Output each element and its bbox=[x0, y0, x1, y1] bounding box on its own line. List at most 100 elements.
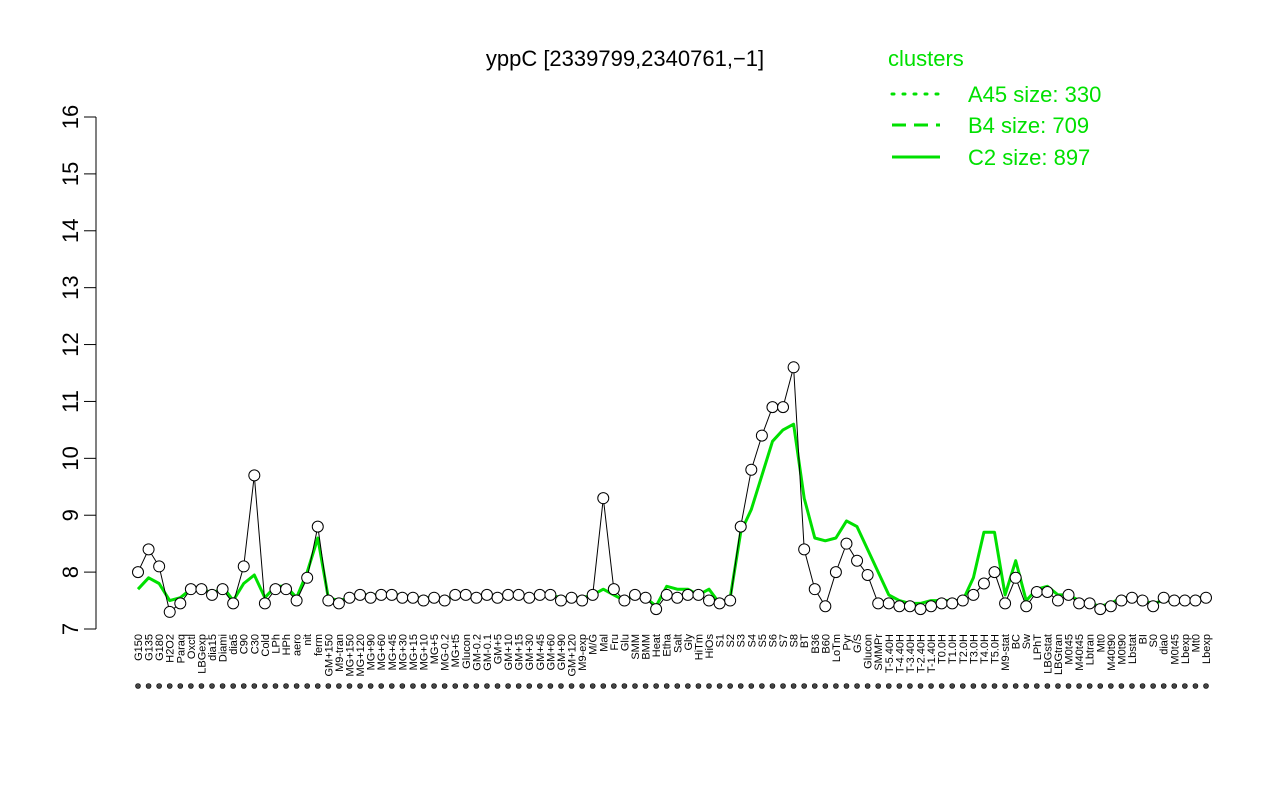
x-rug-mark bbox=[1203, 683, 1209, 689]
x-rug-mark bbox=[420, 683, 427, 689]
x-rug-mark bbox=[864, 683, 871, 689]
data-point bbox=[1136, 594, 1149, 607]
x-tick-label: T-4.40H bbox=[894, 634, 906, 673]
x-tick-label: MG-0.2 bbox=[440, 634, 452, 671]
y-axis-ticks: 7 8 9 10 11 12 13 14 15 16 bbox=[58, 105, 96, 635]
x-rug-mark bbox=[431, 683, 437, 689]
data-point bbox=[1030, 586, 1043, 599]
data-point bbox=[1178, 594, 1191, 607]
x-rug-mark bbox=[579, 683, 585, 689]
x-rug-mark bbox=[1023, 683, 1030, 689]
x-rug-mark bbox=[262, 683, 268, 689]
x-tick-label: C30 bbox=[249, 634, 261, 654]
x-rug-mark bbox=[685, 683, 691, 689]
data-point bbox=[1157, 591, 1170, 604]
data-point bbox=[364, 591, 377, 604]
x-tick-label: M0t45 bbox=[1064, 634, 1076, 665]
x-rug-mark bbox=[970, 683, 977, 689]
x-tick-label: S3 bbox=[736, 634, 748, 647]
x-tick-label: MG+10 bbox=[419, 634, 431, 670]
x-rug-mark bbox=[907, 683, 913, 689]
data-point bbox=[1147, 600, 1160, 613]
legend-entry-a45: A45 size: 330 bbox=[968, 82, 1101, 107]
x-rug-mark bbox=[600, 683, 607, 689]
x-tick-label: MG+5 bbox=[429, 634, 441, 664]
data-point bbox=[660, 588, 673, 601]
x-rug-mark bbox=[896, 683, 903, 689]
data-point bbox=[248, 469, 261, 482]
x-rug-mark bbox=[843, 683, 850, 689]
x-tick-label: Lbstat bbox=[1127, 634, 1139, 664]
x-rug-mark bbox=[642, 683, 649, 689]
x-tick-label: GM-0.2 bbox=[471, 634, 483, 671]
x-rug-mark bbox=[748, 683, 755, 689]
data-point bbox=[332, 597, 345, 610]
data-point bbox=[216, 583, 229, 596]
data-point bbox=[724, 594, 737, 607]
x-tick-label: LoTm bbox=[831, 634, 843, 662]
x-tick-label: G150 bbox=[133, 634, 145, 661]
x-tick-label: Etha bbox=[662, 633, 674, 657]
x-rug-mark bbox=[991, 683, 998, 689]
x-tick-label: dia5 bbox=[228, 634, 240, 655]
x-tick-label: M/G bbox=[588, 634, 600, 655]
x-tick-label: Glu bbox=[619, 634, 631, 651]
x-tick-label: Paraq bbox=[175, 634, 187, 663]
x-rug-mark bbox=[336, 683, 342, 689]
x-tick-label: Salt bbox=[672, 634, 684, 653]
data-point bbox=[280, 583, 293, 596]
x-rug-mark bbox=[917, 683, 924, 689]
x-rug-mark bbox=[325, 683, 332, 689]
x-rug-mark bbox=[177, 683, 184, 689]
x-tick-label: S2 bbox=[725, 634, 737, 647]
x-rug-mark bbox=[1171, 683, 1178, 689]
data-point bbox=[1083, 597, 1096, 610]
data-point bbox=[798, 543, 811, 556]
x-rug-mark bbox=[1160, 683, 1167, 689]
x-tick-label: BI bbox=[1138, 634, 1150, 644]
data-point bbox=[597, 492, 610, 505]
data-point bbox=[893, 600, 906, 613]
x-rug-mark bbox=[230, 683, 236, 689]
data-point bbox=[480, 588, 493, 601]
x-rug-mark bbox=[833, 683, 839, 689]
x-tick-label: S7 bbox=[778, 634, 790, 647]
x-tick-label: MG+90 bbox=[366, 634, 378, 670]
cluster-lines bbox=[136, 422, 1206, 608]
data-point bbox=[755, 429, 768, 442]
x-tick-label: T2.0H bbox=[958, 634, 970, 664]
x-tick-label: GM+45 bbox=[535, 634, 547, 670]
data-point bbox=[946, 597, 959, 610]
data-point bbox=[882, 597, 895, 610]
x-tick-label: Gly bbox=[683, 634, 695, 651]
data-point bbox=[533, 588, 546, 601]
x-rug-mark bbox=[135, 683, 141, 689]
x-rug-mark bbox=[209, 683, 215, 689]
x-tick-label: GM+150 bbox=[323, 634, 335, 677]
x-rug-mark bbox=[537, 683, 543, 689]
x-rug-mark bbox=[1044, 683, 1051, 689]
y-tick-label: 16 bbox=[58, 105, 83, 129]
x-tick-label: T3.0H bbox=[968, 634, 980, 664]
x-rug-mark bbox=[568, 683, 575, 689]
x-tick-label: Lbtran bbox=[1085, 634, 1097, 665]
x-tick-label: Sw bbox=[1021, 634, 1033, 649]
data-point bbox=[713, 597, 726, 610]
x-rug-mark bbox=[293, 683, 300, 689]
legend-entry-b4: B4 size: 709 bbox=[968, 113, 1089, 138]
x-rug-mark bbox=[1055, 683, 1061, 689]
y-tick-label: 8 bbox=[58, 566, 83, 578]
x-tick-label: C90 bbox=[239, 634, 251, 654]
x-rug-mark bbox=[589, 683, 596, 689]
x-tick-label: MG+30 bbox=[397, 634, 409, 670]
data-point bbox=[1051, 594, 1064, 607]
data-point bbox=[237, 560, 250, 573]
x-tick-label: MG+15 bbox=[408, 634, 420, 670]
x-tick-label: M9-exp bbox=[577, 634, 589, 671]
data-point bbox=[872, 597, 885, 610]
y-tick-label: 15 bbox=[58, 162, 83, 186]
x-tick-label: Cold bbox=[260, 634, 272, 657]
x-rug-mark bbox=[558, 683, 564, 689]
x-rug-mark bbox=[769, 683, 776, 689]
data-point bbox=[861, 568, 874, 581]
